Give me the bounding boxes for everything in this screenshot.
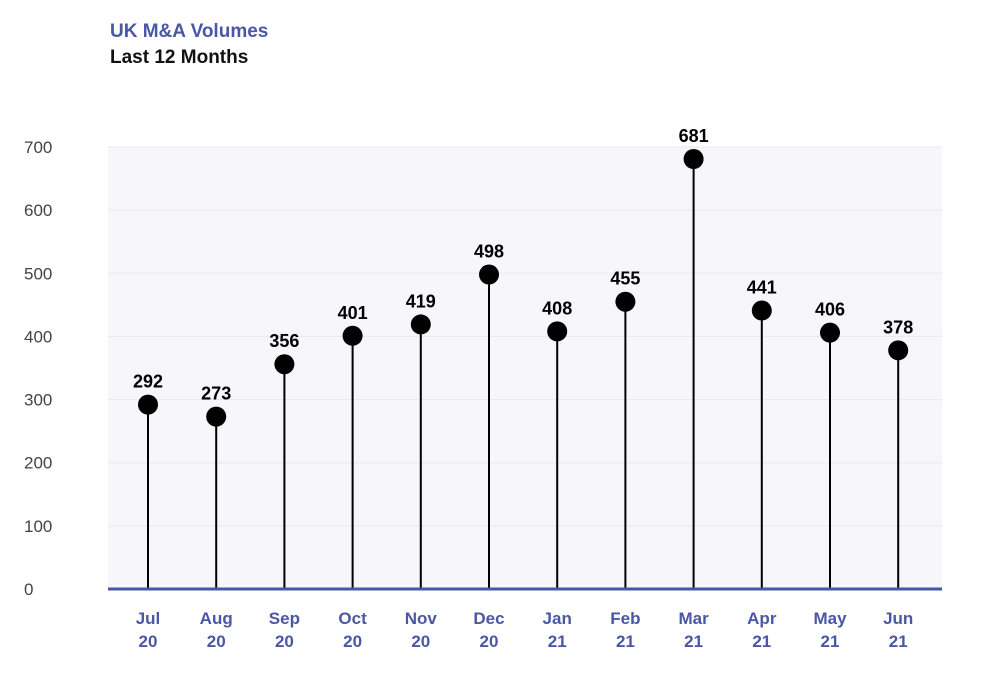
data-labels: 292 273 356 401 419 498 408 455 681 441 406 378 [133, 126, 913, 404]
data-point [479, 264, 499, 285]
y-tick-label: 300 [24, 391, 52, 410]
x-tick-label-month: Jun [883, 609, 913, 628]
plot-area [108, 147, 942, 589]
data-label: 408 [542, 298, 572, 318]
x-tick-label-month: Jul [136, 609, 161, 628]
data-point [410, 314, 431, 335]
x-tick-label-month: Mar [678, 609, 709, 628]
data-label: 356 [269, 331, 299, 351]
y-tick-label: 600 [24, 201, 52, 220]
data-point [615, 291, 636, 312]
x-tick-label-month: Aug [200, 609, 233, 628]
data-point [206, 406, 227, 427]
data-point [888, 340, 909, 361]
data-label: 378 [883, 317, 913, 337]
x-tick-label-year: 21 [548, 632, 567, 651]
x-tick-label-month: Oct [338, 609, 367, 628]
x-tick-label-year: 20 [411, 632, 430, 651]
y-tick-label: 100 [24, 517, 52, 536]
x-axis: Jul 20 Aug 20 Sep 20 Oct 20 Nov 20 Dec 20 Jan 21 Feb 21… [136, 609, 914, 651]
data-label: 455 [610, 269, 640, 289]
data-label: 273 [201, 384, 231, 404]
y-tick-label: 700 [24, 138, 52, 157]
data-label: 406 [815, 300, 845, 320]
x-tick-label-month: Dec [473, 609, 504, 628]
x-tick-label-year: 21 [684, 632, 703, 651]
data-label: 292 [133, 372, 163, 392]
gridlines [108, 146, 942, 527]
data-label: 681 [679, 126, 709, 146]
x-tick-label-month: Jan [543, 609, 572, 628]
x-tick-label-month: Nov [405, 609, 438, 628]
y-axis: 0 100 200 300 400 500 600 700 [24, 138, 52, 599]
x-tick-label-year: 21 [616, 632, 635, 651]
x-tick-label-month: Apr [747, 609, 777, 628]
y-tick-label: 200 [24, 454, 52, 473]
y-tick-label: 0 [24, 580, 33, 599]
x-tick-label-year: 21 [821, 632, 840, 651]
y-tick-label: 500 [24, 264, 52, 283]
data-label: 401 [338, 303, 368, 323]
x-tick-label-year: 20 [139, 632, 158, 651]
data-point [342, 325, 363, 346]
data-label: 498 [474, 242, 504, 262]
x-tick-label-year: 20 [207, 632, 226, 651]
data-point [274, 354, 295, 375]
x-tick-label-month: May [813, 609, 847, 628]
data-point [751, 300, 772, 321]
data-point [683, 148, 704, 169]
x-tick-label-month: Sep [269, 609, 300, 628]
y-tick-label: 400 [24, 327, 52, 346]
data-point [820, 322, 840, 343]
chart-title: UK M&A Volumes [110, 21, 269, 42]
data-point [547, 321, 568, 342]
x-tick-label-month: Feb [610, 609, 640, 628]
markers [138, 148, 909, 427]
data-label: 419 [406, 291, 436, 311]
x-tick-label-year: 20 [275, 632, 294, 651]
chart-subtitle: Last 12 Months [110, 47, 249, 68]
x-tick-label-year: 20 [480, 632, 499, 651]
x-tick-label-year: 21 [752, 632, 771, 651]
x-tick-label-year: 20 [343, 632, 362, 651]
data-label: 441 [747, 278, 777, 298]
stems [147, 158, 900, 589]
x-tick-label-year: 21 [889, 632, 908, 651]
data-point [138, 394, 158, 415]
